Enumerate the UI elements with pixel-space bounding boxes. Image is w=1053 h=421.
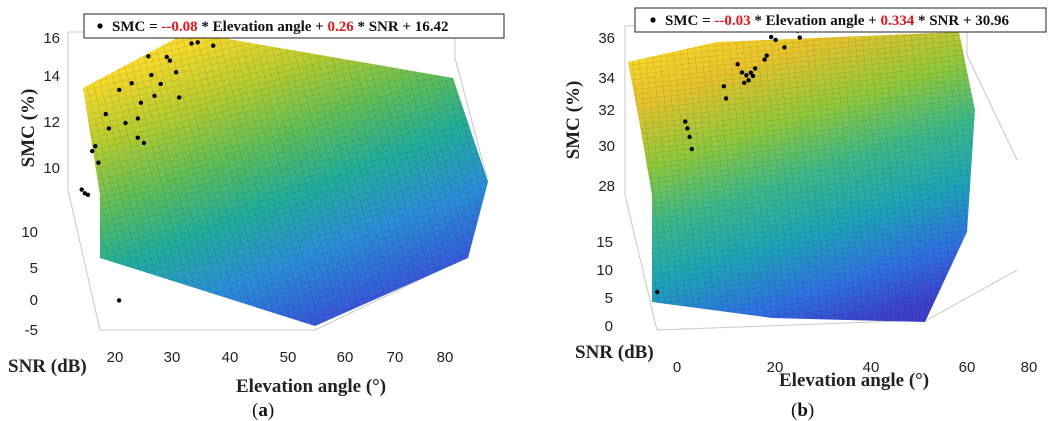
data-point-a-24 — [195, 40, 200, 45]
data-point-a-17 — [152, 93, 157, 99]
ztick-b-0: 36 — [598, 30, 615, 47]
xtick-b-1: 20 — [767, 359, 784, 376]
ytick-a-1: 5 — [30, 260, 38, 277]
data-point-a-0 — [79, 187, 84, 192]
data-point-b-21 — [797, 35, 802, 40]
data-point-a-4 — [93, 144, 98, 149]
data-point-a-22 — [177, 95, 182, 100]
ytick-b-2: 5 — [605, 290, 613, 307]
ztick-b-3: 30 — [598, 138, 615, 155]
data-point-a-8 — [117, 87, 122, 93]
data-point-b-14 — [762, 57, 767, 62]
data-point-a-11 — [135, 116, 140, 121]
data-point-b-9 — [744, 73, 749, 78]
xtick-a-1: 30 — [164, 349, 181, 366]
xaxis-label-b: Elevation angle (°) — [779, 370, 929, 391]
data-point-b-7 — [739, 70, 745, 75]
data-point-a-12 — [135, 135, 140, 140]
data-point-a-14 — [141, 140, 147, 146]
data-point-a-18 — [158, 81, 163, 87]
legend-a: SMC = --0.08 * Elevation angle + 0.26 * … — [83, 13, 505, 39]
ztick-a-1: 14 — [43, 68, 60, 85]
data-point-a-15 — [146, 54, 151, 59]
xtick-a-5: 70 — [387, 349, 404, 366]
ytick-b-3: 0 — [605, 318, 613, 335]
data-point-b-18 — [782, 45, 787, 50]
legend-marker-a — [97, 23, 103, 29]
chart-panel-a: 16 14 12 10 10 5 0 -5 20 30 40 50 60 70 80 SMC = --0.0… — [8, 13, 505, 421]
xtick-a-0: 20 — [107, 349, 124, 366]
data-point-b-23 — [655, 289, 660, 295]
yaxis-label-a: SNR (dB) — [8, 356, 87, 377]
data-point-a-29 — [116, 298, 122, 303]
ztick-b-2: 32 — [598, 102, 615, 119]
data-point-b-8 — [742, 80, 747, 86]
yaxis-label-b: SNR (dB) — [575, 342, 654, 363]
data-point-b-2 — [687, 134, 692, 140]
zaxis-label-a: SMC (%) — [18, 89, 39, 168]
data-point-b-5 — [723, 96, 729, 101]
data-point-a-19 — [164, 54, 169, 60]
data-point-a-9 — [123, 120, 128, 126]
data-point-b-12 — [750, 73, 756, 79]
ytick-a-2: 0 — [30, 292, 38, 309]
ztick-b-4: 28 — [598, 178, 615, 195]
data-point-b-3 — [689, 146, 694, 152]
ztick-a-0: 16 — [43, 30, 60, 47]
data-point-b-6 — [735, 61, 740, 67]
xtick-a-6: 80 — [437, 349, 454, 366]
caption-a: (a) — [252, 400, 274, 421]
data-point-b-11 — [748, 70, 753, 75]
data-point-a-7 — [106, 126, 112, 131]
ztick-b-1: 34 — [598, 70, 615, 87]
ytick-b-0: 15 — [596, 234, 613, 251]
xtick-b-0: 0 — [673, 359, 681, 376]
data-point-a-6 — [103, 111, 108, 117]
data-point-b-1 — [685, 126, 690, 131]
chart-b-svg: 36 34 32 30 28 15 10 5 0 0 20 40 60 80 SMC = --0.03 *… — [563, 7, 1047, 421]
data-point-a-16 — [149, 72, 154, 78]
xaxis-label-a: Elevation angle (°) — [236, 376, 386, 397]
chart-panel-b: 36 34 32 30 28 15 10 5 0 0 20 40 60 80 SMC = --0.03 *… — [527, 0, 1053, 421]
ztick-a-2: 12 — [43, 114, 60, 131]
legend-b: SMC = --0.03 * Elevation angle + 0.334 *… — [634, 7, 1047, 33]
xtick-b-3: 60 — [959, 359, 976, 376]
data-point-a-21 — [173, 70, 179, 75]
data-point-a-13 — [138, 100, 144, 106]
data-point-b-15 — [764, 53, 769, 58]
ytick-a-0: 10 — [21, 224, 38, 241]
data-point-b-10 — [746, 78, 751, 83]
ztick-a-3: 10 — [43, 160, 60, 177]
xtick-a-3: 50 — [280, 349, 297, 366]
data-point-a-3 — [90, 148, 95, 154]
data-point-b-4 — [721, 84, 726, 89]
data-point-a-2 — [85, 192, 91, 197]
xtick-a-2: 40 — [222, 349, 239, 366]
ytick-b-1: 10 — [596, 262, 613, 279]
caption-b: (b) — [791, 400, 814, 421]
xtick-b-4: 80 — [1021, 359, 1038, 376]
legend-equation-b: SMC = --0.03 * Elevation angle + 0.334 *… — [665, 13, 1010, 29]
xtick-b-2: 40 — [863, 359, 880, 376]
zaxis-label-b: SMC (%) — [563, 81, 584, 160]
ytick-a-3: -5 — [25, 322, 38, 339]
data-point-b-16 — [769, 34, 774, 40]
legend-marker-b — [650, 17, 656, 23]
data-point-b-0 — [683, 119, 688, 124]
data-point-a-10 — [129, 81, 134, 86]
legend-equation-a: SMC = --0.08 * Elevation angle + 0.26 * … — [112, 19, 449, 35]
data-point-a-26 — [211, 43, 216, 48]
data-point-a-20 — [167, 58, 173, 63]
data-point-b-13 — [753, 66, 758, 71]
xtick-a-4: 60 — [337, 349, 354, 366]
data-point-b-17 — [773, 37, 778, 43]
data-point-a-5 — [96, 160, 101, 165]
data-point-a-23 — [189, 41, 194, 46]
